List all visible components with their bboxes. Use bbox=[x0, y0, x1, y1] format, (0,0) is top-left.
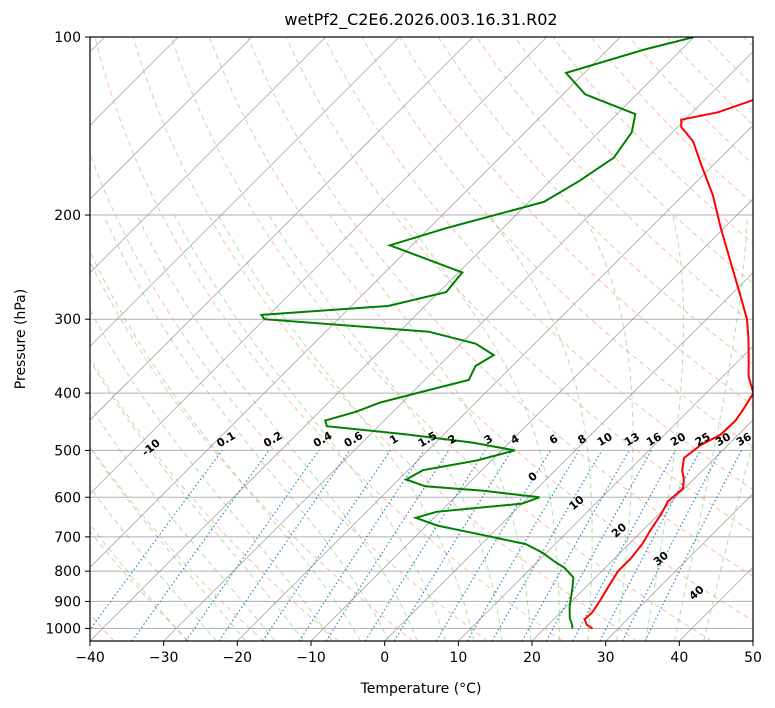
isotherm-line bbox=[90, 37, 253, 200]
dry-adiabat-line bbox=[399, 37, 753, 407]
x-axis-label: Temperature (°C) bbox=[360, 681, 482, 697]
x-tick-label: −20 bbox=[223, 650, 253, 666]
dry-adiabat-line bbox=[285, 37, 753, 534]
isotherm-line bbox=[90, 37, 621, 568]
moist-adiabat-line bbox=[703, 439, 753, 641]
mixing-ratio-line bbox=[572, 450, 677, 641]
dry-adiabat-line bbox=[90, 152, 488, 641]
x-tick-label: 50 bbox=[744, 650, 762, 666]
moist-adiabat-line bbox=[136, 214, 418, 641]
x-tick-label: −30 bbox=[149, 650, 179, 666]
y-tick-label: 900 bbox=[54, 594, 81, 610]
mixing-ratio-line bbox=[545, 450, 652, 641]
isotherm-line bbox=[458, 345, 753, 641]
temperature-line bbox=[583, 98, 753, 630]
x-tick-label: −40 bbox=[75, 650, 105, 666]
moist-adiabat-line bbox=[90, 359, 304, 641]
x-tick-label: −10 bbox=[296, 650, 326, 666]
chart-title: wetPf2_C2E6.2026.003.16.31.R02 bbox=[284, 10, 557, 30]
dry-adiabat-line bbox=[514, 37, 753, 284]
moist-adiabat-line bbox=[90, 446, 247, 641]
x-tick-label: 10 bbox=[449, 650, 467, 666]
moist-adiabat-line bbox=[173, 214, 446, 641]
mixing-ratio-line bbox=[185, 450, 320, 641]
moist-adiabat-line bbox=[90, 486, 217, 641]
y-tick-label: 800 bbox=[54, 564, 81, 580]
isotherm-line bbox=[90, 37, 547, 495]
y-tick-label: 700 bbox=[54, 530, 81, 546]
isotherm-line bbox=[237, 124, 753, 641]
y-tick-label: 600 bbox=[54, 490, 81, 506]
x-tick-label: 0 bbox=[380, 650, 389, 666]
dry-adiabat-line bbox=[170, 37, 712, 641]
x-tick-label: 30 bbox=[597, 650, 615, 666]
x-tick-label: 40 bbox=[670, 650, 688, 666]
moist-adiabat-line bbox=[268, 214, 503, 641]
dry-adiabat-line bbox=[94, 37, 563, 641]
plot-frame bbox=[89, 36, 754, 642]
y-tick-label: 1000 bbox=[45, 621, 81, 637]
moist-adiabat-line bbox=[90, 523, 188, 641]
background-lines bbox=[90, 37, 753, 641]
moist-adiabat-line bbox=[583, 214, 634, 641]
isotherm-line bbox=[90, 37, 400, 347]
y-axis-label: Pressure (hPa) bbox=[13, 289, 29, 389]
y-tick-label: 400 bbox=[54, 386, 81, 402]
y-tick-label: 200 bbox=[54, 208, 81, 224]
y-tick-label: 100 bbox=[54, 30, 81, 46]
mixing-ratio-line bbox=[90, 450, 223, 631]
dry-adiabat-line bbox=[247, 37, 753, 577]
mixing-ratio-line bbox=[325, 450, 450, 641]
isotherm-line bbox=[605, 493, 753, 641]
moist-adiabat-line bbox=[90, 308, 333, 641]
axis-ticks: −40 −30 −20 −10 0 10 20 30 40 50 100 200 300 400 500 60… bbox=[45, 30, 762, 666]
mixing-ratio-line bbox=[521, 450, 630, 641]
isotherm-line bbox=[531, 419, 753, 641]
isotherm-line bbox=[163, 51, 753, 641]
isotherm-line bbox=[384, 272, 753, 641]
dewpoint-line bbox=[259, 37, 695, 629]
mixing-ratio-line bbox=[644, 450, 743, 641]
moist-adiabat-line bbox=[488, 214, 593, 641]
mixing-ratio-line bbox=[262, 450, 391, 641]
dry-adiabat-line bbox=[90, 530, 190, 641]
dry-adiabat-line bbox=[90, 445, 264, 641]
moist-adiabat-line bbox=[402, 214, 560, 641]
mixing-ratio-line bbox=[298, 450, 425, 641]
moist-adiabat-line bbox=[217, 214, 475, 641]
isotherm-line bbox=[90, 37, 326, 274]
moist-adiabat-line bbox=[645, 214, 685, 641]
y-tick-label: 500 bbox=[54, 443, 81, 459]
mixing-ratio-line bbox=[218, 450, 351, 641]
isotherm-line bbox=[90, 37, 695, 641]
y-tick-label: 300 bbox=[54, 312, 81, 328]
moist-adiabat-line bbox=[90, 250, 362, 641]
dry-adiabat-line bbox=[209, 37, 753, 622]
moist-adiabat-line bbox=[329, 214, 532, 641]
mixing-ratio-line bbox=[621, 450, 722, 641]
mixing-ratio-line bbox=[393, 450, 513, 641]
dry-adiabat-line bbox=[90, 356, 339, 641]
moist-adiabat-line bbox=[674, 214, 748, 641]
series-group bbox=[259, 37, 753, 630]
mixing-ratio-line bbox=[131, 450, 270, 641]
x-tick-label: 20 bbox=[523, 650, 541, 666]
